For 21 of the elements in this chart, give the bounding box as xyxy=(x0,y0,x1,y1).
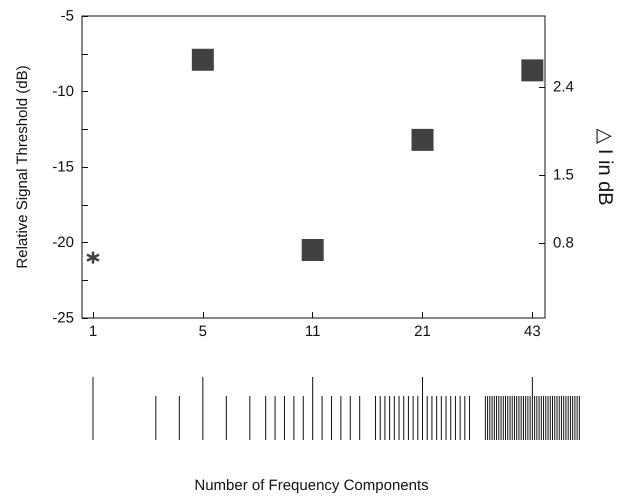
x-tick-label: 21 xyxy=(414,323,431,340)
y-tick-label: -15 xyxy=(52,158,74,176)
y-tick-label: -5 xyxy=(60,8,74,24)
y2-tick-label: 0.8 xyxy=(553,234,574,252)
x-tick-label: 11 xyxy=(304,323,320,340)
y-tick-label: -10 xyxy=(52,83,74,100)
y-tick-label: -25 xyxy=(52,310,74,326)
text: Number of Frequency Components xyxy=(194,477,429,494)
point xyxy=(302,239,324,262)
y2-tick-label: 1.5 xyxy=(553,166,574,184)
x-tick-label: 1 xyxy=(88,323,98,340)
point xyxy=(521,59,544,82)
point xyxy=(412,128,434,151)
x-tick-label: 43 xyxy=(524,323,541,340)
y2-tick-label: 2.4 xyxy=(553,78,574,96)
x-tick-label: 5 xyxy=(198,323,207,340)
point xyxy=(192,48,214,71)
y-tick-label: -20 xyxy=(52,234,74,251)
point xyxy=(86,250,100,265)
y2-axis-title: △ I in dB xyxy=(594,128,616,206)
y-axis-title: Relative Signal Threshold (dB) xyxy=(14,65,31,269)
